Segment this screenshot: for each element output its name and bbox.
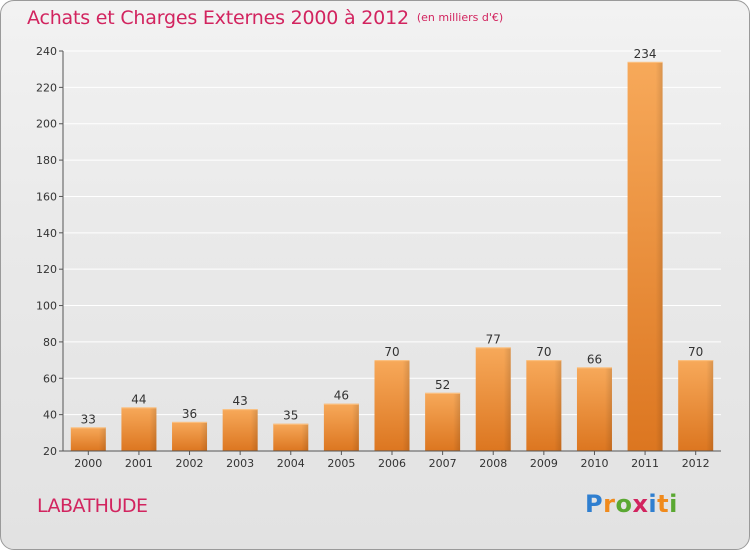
bar-value-label: 70 (688, 345, 703, 359)
y-tick-label: 200 (36, 118, 57, 131)
y-tick-label: 120 (36, 263, 57, 276)
label-layer: 33 44 36 43 35 46 70 52 77 70 66 234 70 (81, 47, 704, 426)
x-tick-label: 2005 (327, 457, 355, 470)
y-tick-label: 80 (43, 336, 57, 349)
bar-value-label: 44 (131, 392, 146, 406)
y-tick-label: 100 (36, 300, 57, 313)
y-tick-label: 240 (36, 45, 57, 58)
x-tick-label: 2007 (429, 457, 457, 470)
chart-title: Achats et Charges Externes 2000 à 2012 (27, 7, 409, 29)
bar-value-label: 36 (182, 407, 197, 421)
bar-shade (70, 427, 106, 451)
axis-layer: 20 40 60 80 100 120 140 160 180 200 220 240 2000 2001… (36, 45, 721, 470)
bar-value-label: 77 (486, 332, 501, 346)
y-tick-label: 160 (36, 190, 57, 203)
x-tick-label: 2010 (580, 457, 608, 470)
bar-shade (576, 367, 612, 451)
y-tick-label: 140 (36, 227, 57, 240)
bar-value-label: 35 (283, 409, 298, 423)
bar-shade (678, 360, 714, 451)
bar-shade (627, 61, 663, 452)
x-tick-label: 2002 (176, 457, 204, 470)
bar-shade (273, 423, 309, 451)
x-tick-label: 2001 (125, 457, 153, 470)
y-tick-label: 60 (43, 372, 57, 385)
x-tick-label: 2003 (226, 457, 254, 470)
bar-shade (222, 409, 258, 451)
bar-shade (323, 403, 359, 451)
chart-title-block: Achats et Charges Externes 2000 à 2012 (e… (27, 7, 503, 29)
x-tick-label: 2006 (378, 457, 406, 470)
bar-value-label: 52 (435, 378, 450, 392)
y-tick-label: 40 (43, 409, 57, 422)
x-tick-label: 2008 (479, 457, 507, 470)
bar-shade (121, 407, 157, 451)
bar-shade (526, 360, 562, 451)
bar-value-label: 43 (233, 394, 248, 408)
bar-shade (172, 421, 208, 451)
y-tick-label: 220 (36, 81, 57, 94)
bar-shade (475, 347, 511, 451)
x-tick-label: 2009 (530, 457, 558, 470)
place-name: LABATHUDE (37, 495, 148, 517)
y-tick-label: 180 (36, 154, 57, 167)
bar-value-label: 70 (384, 345, 399, 359)
x-tick-label: 2011 (631, 457, 659, 470)
bar-value-label: 66 (587, 352, 602, 366)
bar-value-label: 70 (536, 345, 551, 359)
bar-value-label: 46 (334, 389, 349, 403)
x-tick-label: 2004 (277, 457, 305, 470)
bar-shade (425, 392, 461, 451)
bar-shade (374, 360, 410, 451)
y-tick-label: 20 (43, 445, 57, 458)
bar-value-label: 33 (81, 412, 96, 426)
x-tick-label: 2000 (74, 457, 102, 470)
bar-layer (70, 61, 714, 452)
bar-value-label: 234 (634, 47, 657, 61)
chart-subtitle: (en milliers d'€) (416, 11, 504, 24)
x-tick-label: 2012 (682, 457, 710, 470)
proxiti-logo: Proxiti (585, 490, 678, 518)
